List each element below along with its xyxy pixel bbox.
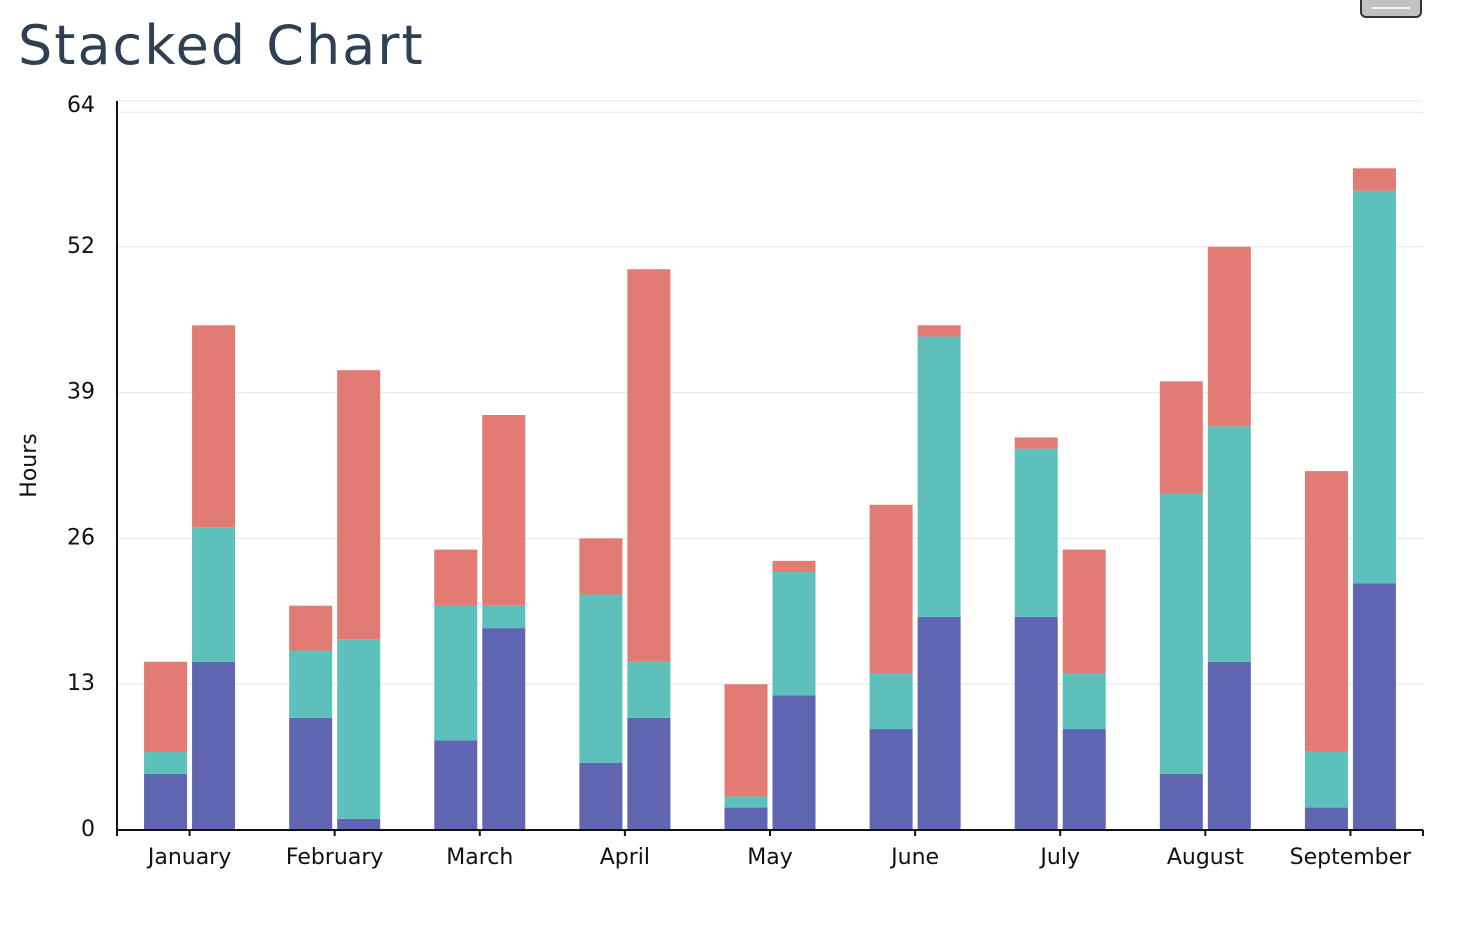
bar-july-group2-segment3 xyxy=(1062,549,1106,673)
bar-march-group2-segment2 xyxy=(482,605,526,629)
bar-april-group1-segment2 xyxy=(579,594,623,763)
bar-february-group2-segment3 xyxy=(337,370,381,640)
x-tick-label-march: March xyxy=(446,845,513,870)
x-tick-label-july: July xyxy=(1038,845,1080,870)
bar-february-group2-segment1 xyxy=(337,818,381,830)
bar-july-group2-segment1 xyxy=(1062,729,1106,830)
bar-june-group2-segment2 xyxy=(917,336,961,617)
chart-title: Stacked Chart xyxy=(18,14,425,77)
bar-june-group1-segment1 xyxy=(869,729,913,830)
bar-august-group2-segment2 xyxy=(1207,426,1251,662)
bar-august-group2-segment3 xyxy=(1207,246,1251,427)
bar-january-group2-segment3 xyxy=(192,325,236,528)
y-tick-label-26: 26 xyxy=(67,525,95,550)
x-tick-label-september: September xyxy=(1290,845,1413,870)
bar-february-group2-segment2 xyxy=(337,639,381,819)
bar-january-group1-segment3 xyxy=(144,661,188,752)
bar-february-group1-segment1 xyxy=(289,717,333,830)
bar-september-group2-segment3 xyxy=(1352,168,1396,191)
bar-may-group2-segment2 xyxy=(772,572,816,696)
bar-september-group2-segment2 xyxy=(1352,190,1396,584)
bar-september-group1-segment1 xyxy=(1304,807,1348,830)
bar-may-group1-segment1 xyxy=(724,807,768,830)
y-tick-label-64: 64 xyxy=(67,93,95,118)
bar-february-group1-segment2 xyxy=(289,650,333,718)
bar-april-group2-segment2 xyxy=(627,661,671,718)
bar-march-group1-segment2 xyxy=(434,605,478,741)
x-tick-label-may: May xyxy=(747,845,792,870)
bar-march-group2-segment3 xyxy=(482,415,526,606)
bar-may-group2-segment1 xyxy=(772,695,816,830)
bar-august-group1-segment1 xyxy=(1159,773,1203,830)
bar-july-group2-segment2 xyxy=(1062,672,1106,730)
y-tick-label-0: 0 xyxy=(81,817,95,842)
y-tick-label-13: 13 xyxy=(67,671,95,696)
bar-september-group1-segment3 xyxy=(1304,471,1348,752)
bar-september-group1-segment2 xyxy=(1304,751,1348,808)
bar-february-group1-segment3 xyxy=(289,605,333,651)
bar-august-group1-segment3 xyxy=(1159,381,1203,494)
bar-june-group1-segment2 xyxy=(869,672,913,730)
bar-july-group1-segment1 xyxy=(1014,616,1058,830)
bar-july-group1-segment2 xyxy=(1014,448,1058,617)
bar-july-group1-segment3 xyxy=(1014,437,1058,449)
bar-january-group2-segment2 xyxy=(192,527,236,662)
bar-april-group1-segment3 xyxy=(579,538,623,595)
hamburger-menu-icon xyxy=(1372,7,1410,9)
bar-january-group2-segment1 xyxy=(192,661,236,830)
x-tick-label-april: April xyxy=(600,845,650,870)
x-tick-label-february: February xyxy=(286,845,384,870)
bar-september-group2-segment1 xyxy=(1352,583,1396,830)
bar-august-group1-segment2 xyxy=(1159,493,1203,774)
bar-january-group1-segment2 xyxy=(144,751,188,774)
x-tick-label-june: June xyxy=(889,845,939,870)
x-tick-label-january: January xyxy=(146,845,231,870)
bar-june-group2-segment3 xyxy=(917,325,961,337)
chart-menu-button[interactable] xyxy=(1360,0,1422,18)
bar-june-group1-segment3 xyxy=(869,504,913,673)
x-tick-label-august: August xyxy=(1167,845,1244,870)
bar-april-group1-segment1 xyxy=(579,762,623,830)
bar-may-group2-segment3 xyxy=(772,560,816,573)
bar-may-group1-segment3 xyxy=(724,684,768,797)
y-tick-label-52: 52 xyxy=(67,234,95,259)
y-tick-label-39: 39 xyxy=(67,380,95,405)
bar-march-group1-segment3 xyxy=(434,549,478,606)
bar-june-group2-segment1 xyxy=(917,616,961,830)
bar-may-group1-segment2 xyxy=(724,796,768,808)
bar-january-group1-segment1 xyxy=(144,773,188,830)
bar-april-group2-segment1 xyxy=(627,717,671,830)
bar-april-group2-segment3 xyxy=(627,269,671,662)
y-axis-title: Hours xyxy=(17,433,42,497)
bar-august-group2-segment1 xyxy=(1207,661,1251,830)
bar-march-group1-segment1 xyxy=(434,740,478,830)
bar-march-group2-segment1 xyxy=(482,628,526,830)
